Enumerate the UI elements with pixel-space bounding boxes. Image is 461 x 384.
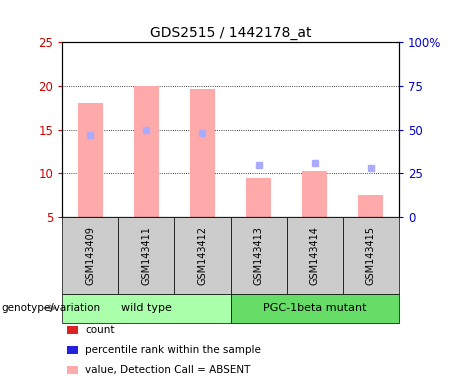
Text: GSM143414: GSM143414 [310,226,319,285]
Bar [77,103,103,217]
Text: GSM143411: GSM143411 [142,226,151,285]
Bar [358,195,384,217]
Text: GSM143409: GSM143409 [85,226,95,285]
Bar [246,178,271,217]
Bar [134,86,159,217]
Text: PGC-1beta mutant: PGC-1beta mutant [263,303,366,313]
Bar [190,89,215,217]
Text: GSM143413: GSM143413 [254,226,264,285]
Text: GSM143412: GSM143412 [197,226,207,285]
Text: value, Detection Call = ABSENT: value, Detection Call = ABSENT [85,365,251,375]
Bar [302,170,327,217]
Text: GSM143415: GSM143415 [366,226,376,285]
Text: wild type: wild type [121,303,172,313]
Title: GDS2515 / 1442178_at: GDS2515 / 1442178_at [150,26,311,40]
Text: count: count [85,325,115,335]
Text: genotype/variation: genotype/variation [1,303,100,313]
Text: percentile rank within the sample: percentile rank within the sample [85,345,261,355]
